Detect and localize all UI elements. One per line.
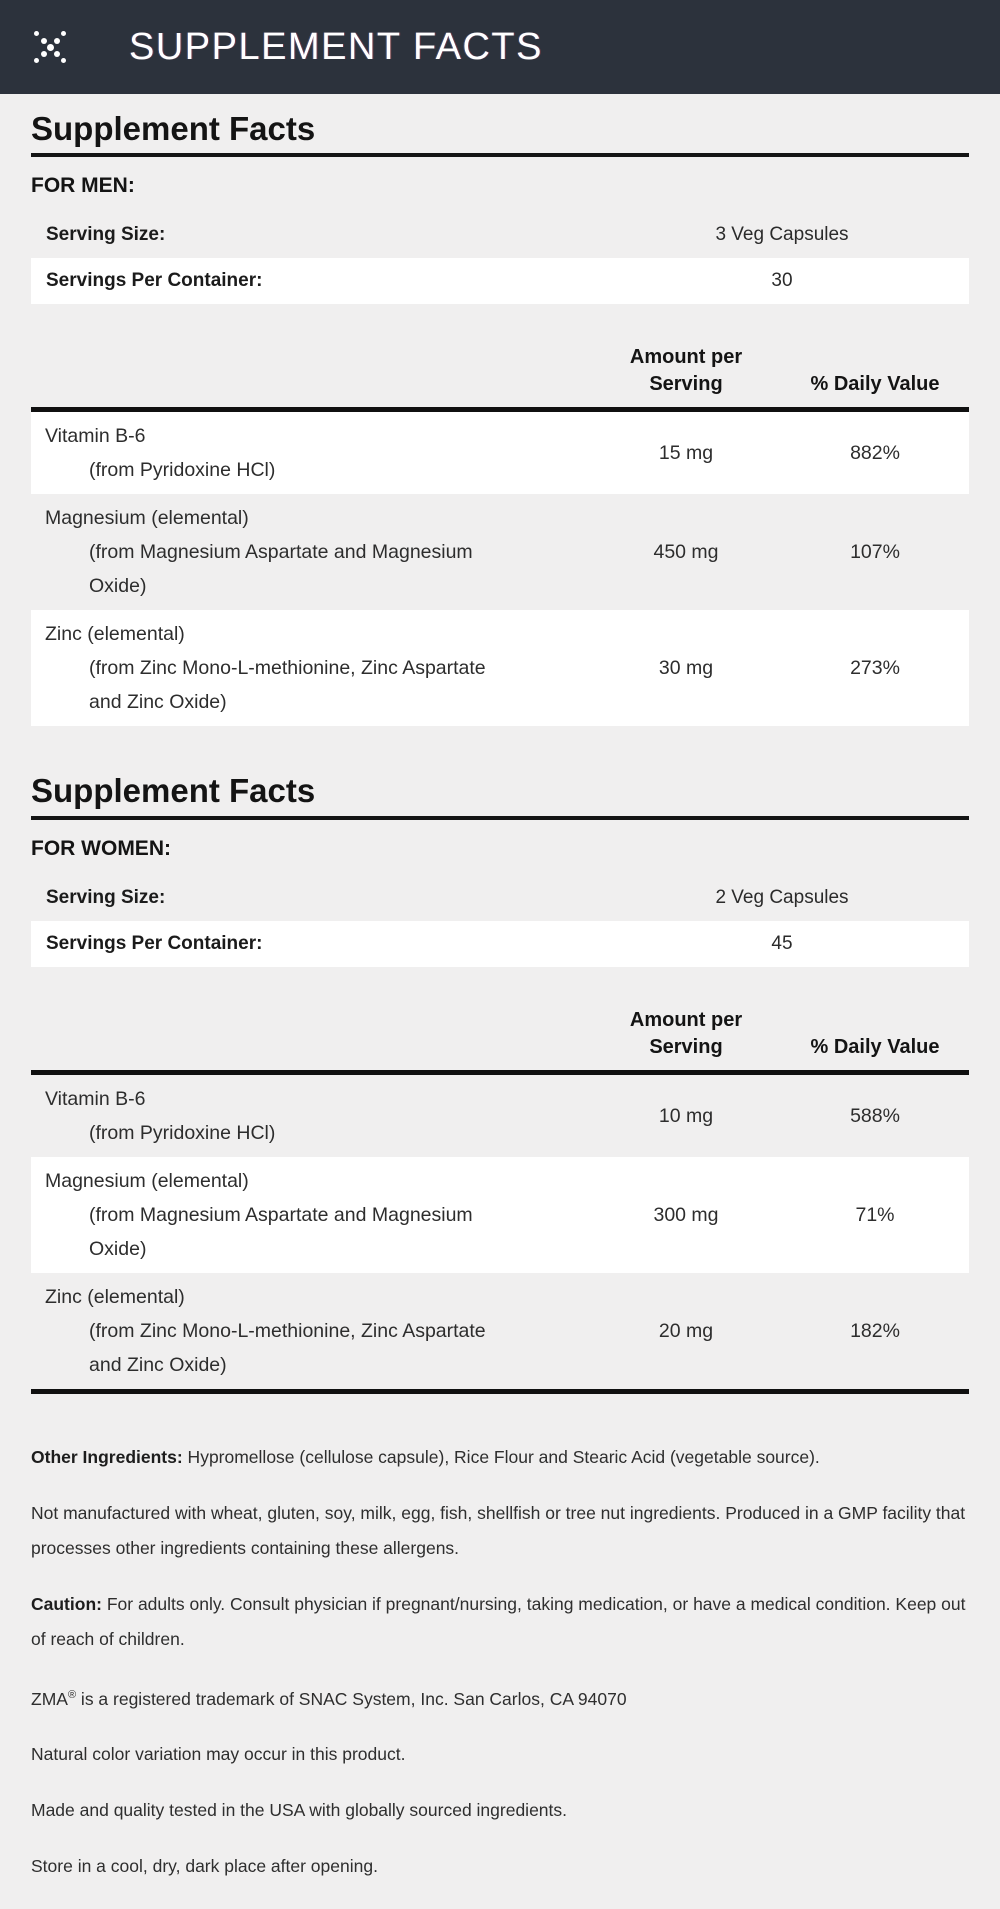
ingredient-source: (from Magnesium Aspartate and Magnesium [89, 1203, 473, 1226]
serving-size-value: 2 Veg Capsules [715, 886, 849, 908]
servings-per-container-label: Servings Per Container: [46, 270, 263, 292]
label-content: Supplement Facts FOR MEN: Serving Size: … [0, 108, 1000, 1884]
audience-label: FOR MEN: [31, 174, 135, 198]
supplement-facts-banner: SUPPLEMENT FACTS [0, 0, 1000, 94]
ingredient-name: Magnesium (elemental) [45, 1169, 249, 1192]
serving-size-label: Serving Size: [46, 224, 166, 246]
ingredient-amount: 30 mg [658, 657, 714, 680]
made-in-note: Made and quality tested in the USA with … [31, 1800, 568, 1821]
servings-per-container-value: 45 [771, 932, 793, 954]
other-ingredients-label: Other Ingredients: [31, 1446, 183, 1467]
section-for-women: Supplement Facts FOR WOMEN: Serving Size… [31, 770, 969, 1394]
amount-per-serving-header: Amount per Serving [629, 1008, 743, 1058]
ingredient-name: Zinc (elemental) [45, 623, 185, 646]
serving-size-row: Serving Size: 3 Veg Capsules [31, 212, 969, 258]
ingredient-amount: 300 mg [653, 1203, 719, 1226]
color-variation-note: Natural color variation may occur in thi… [31, 1744, 406, 1765]
nutrition-table: Amount per Serving % Daily Value Vitamin… [31, 1007, 969, 1394]
ingredient-source: and Zinc Oxide) [89, 1353, 227, 1376]
audience-label: FOR WOMEN: [31, 836, 171, 860]
ingredient-name: Zinc (elemental) [45, 1285, 185, 1308]
serving-size-label: Serving Size: [46, 886, 166, 908]
caution-label: Caution: [31, 1593, 102, 1614]
nutrition-table: Amount per Serving % Daily Value Vitamin… [31, 344, 969, 727]
ingredient-daily-value: 882% [850, 442, 900, 465]
ingredient-source: Oxide) [89, 575, 147, 598]
serving-info: Serving Size: 3 Veg Capsules Servings Pe… [31, 212, 969, 305]
servings-per-container-row: Servings Per Container: 30 [31, 258, 969, 305]
ingredient-source: and Zinc Oxide) [89, 691, 227, 714]
amount-per-serving-header: Amount per Serving [629, 346, 743, 396]
table-header-row: Amount per Serving % Daily Value [31, 344, 969, 413]
dots-x-icon [34, 30, 67, 64]
ingredient-amount: 20 mg [658, 1319, 714, 1342]
servings-per-container-value: 30 [771, 270, 793, 292]
registered-mark: ® [67, 1688, 77, 1701]
daily-value-header: % Daily Value [810, 373, 940, 396]
ingredient-name: Vitamin B-6 [45, 425, 146, 448]
table-header-row: Amount per Serving % Daily Value [31, 1007, 969, 1075]
ingredient-source: (from Pyridoxine HCl) [89, 1121, 276, 1144]
section-for-men: Supplement Facts FOR MEN: Serving Size: … [31, 108, 969, 727]
ingredient-amount: 450 mg [653, 541, 719, 564]
ingredient-source: (from Zinc Mono-L-methionine, Zinc Aspar… [89, 657, 486, 680]
ingredient-daily-value: 273% [850, 657, 900, 680]
ingredient-source: (from Pyridoxine HCl) [89, 459, 276, 482]
serving-size-row: Serving Size: 2 Veg Capsules [31, 875, 969, 921]
caution-note: Caution: For adults only. Consult physic… [31, 1593, 966, 1649]
ingredient-source: Oxide) [89, 1237, 147, 1260]
ingredient-name: Vitamin B-6 [45, 1087, 146, 1110]
table-row: Magnesium (elemental) (from Magnesium As… [31, 1156, 969, 1273]
table-row: Zinc (elemental) (from Zinc Mono-L-methi… [31, 610, 969, 727]
servings-per-container-label: Servings Per Container: [46, 932, 263, 954]
other-ingredients-note: Other Ingredients: Hypromellose (cellulo… [31, 1446, 820, 1467]
table-row: Zinc (elemental) (from Zinc Mono-L-methi… [31, 1273, 969, 1389]
ingredient-daily-value: 107% [850, 541, 900, 564]
table-row: Vitamin B-6 (from Pyridoxine HCl) 15 mg … [31, 412, 969, 495]
ingredient-daily-value: 588% [850, 1104, 900, 1127]
section-heading: Supplement Facts [31, 770, 969, 820]
serving-info: Serving Size: 2 Veg Capsules Servings Pe… [31, 875, 969, 967]
table-row: Vitamin B-6 (from Pyridoxine HCl) 10 mg … [31, 1075, 969, 1157]
trademark-note: ZMA® is a registered trademark of SNAC S… [31, 1688, 627, 1709]
daily-value-header: % Daily Value [810, 1035, 940, 1058]
servings-per-container-row: Servings Per Container: 45 [31, 920, 969, 967]
ingredient-amount: 15 mg [658, 442, 714, 465]
ingredient-source: (from Magnesium Aspartate and Magnesium [89, 541, 473, 564]
ingredient-daily-value: 71% [855, 1203, 895, 1226]
ingredient-name: Magnesium (elemental) [45, 507, 249, 530]
storage-note: Store in a cool, dry, dark place after o… [31, 1856, 378, 1877]
allergen-note: Not manufactured with wheat, gluten, soy… [31, 1502, 966, 1558]
banner-title: SUPPLEMENT FACTS [129, 25, 543, 68]
ingredient-source: (from Zinc Mono-L-methionine, Zinc Aspar… [89, 1319, 486, 1342]
table-row: Magnesium (elemental) (from Magnesium As… [31, 494, 969, 610]
serving-size-value: 3 Veg Capsules [715, 224, 849, 246]
ingredient-daily-value: 182% [850, 1319, 900, 1342]
section-heading: Supplement Facts [31, 108, 969, 158]
footnotes: Other Ingredients: Hypromellose (cellulo… [31, 1440, 969, 1885]
ingredient-amount: 10 mg [658, 1104, 714, 1127]
